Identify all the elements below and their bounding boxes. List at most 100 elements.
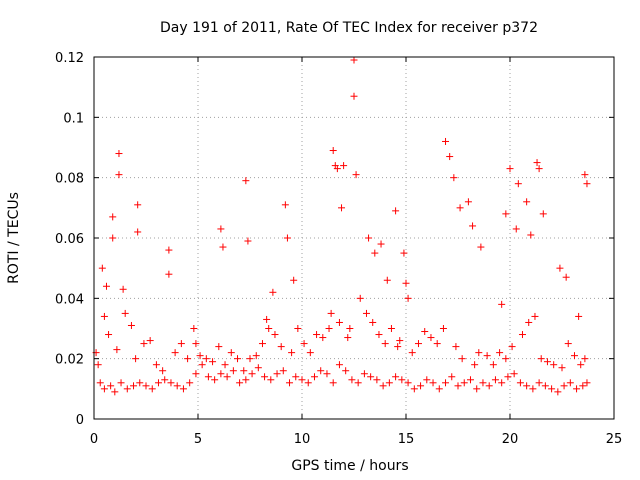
data-point xyxy=(127,321,135,329)
data-point xyxy=(265,325,273,332)
data-point xyxy=(498,379,506,387)
data-point xyxy=(373,376,381,384)
data-point xyxy=(583,180,591,188)
data-point xyxy=(248,370,256,378)
data-point xyxy=(94,361,102,369)
data-point xyxy=(132,355,140,363)
data-point xyxy=(527,231,535,239)
data-point xyxy=(179,385,187,393)
data-point xyxy=(242,177,250,185)
data-point xyxy=(450,174,458,182)
data-point xyxy=(196,352,204,360)
y-tick-label: 0 xyxy=(76,413,84,428)
data-point xyxy=(221,361,229,369)
data-point xyxy=(452,343,460,351)
data-point xyxy=(335,318,343,326)
data-point xyxy=(234,355,242,363)
x-axis-label: GPS time / hours xyxy=(291,458,408,474)
data-point xyxy=(100,312,108,320)
data-point xyxy=(556,264,564,272)
data-point xyxy=(117,379,125,387)
data-point xyxy=(541,382,549,390)
data-point xyxy=(377,240,385,248)
data-point xyxy=(562,273,570,281)
data-point xyxy=(554,388,562,396)
data-point xyxy=(535,165,543,173)
x-tick-label: 25 xyxy=(606,432,623,447)
data-point xyxy=(327,309,335,317)
data-point xyxy=(394,343,402,351)
data-point xyxy=(217,225,225,233)
data-point xyxy=(362,309,370,317)
data-point xyxy=(496,349,504,357)
data-point xyxy=(161,376,169,384)
data-point xyxy=(421,328,429,336)
data-point xyxy=(352,171,360,179)
x-tick-label: 20 xyxy=(502,432,519,447)
data-point xyxy=(105,331,113,339)
data-point xyxy=(404,379,412,387)
data-point xyxy=(288,349,296,357)
data-point xyxy=(286,379,294,387)
data-point xyxy=(483,352,491,360)
data-point xyxy=(246,355,254,363)
x-tick-label: 5 xyxy=(194,432,202,447)
data-point xyxy=(442,137,450,145)
data-point xyxy=(223,373,231,381)
data-point xyxy=(304,379,312,387)
data-point xyxy=(325,325,333,332)
data-point xyxy=(202,355,210,363)
data-point xyxy=(217,370,225,378)
data-point xyxy=(252,352,260,360)
data-point xyxy=(277,343,285,351)
data-point xyxy=(115,150,123,158)
data-point xyxy=(281,201,289,209)
data-point xyxy=(279,367,287,375)
data-point xyxy=(215,343,223,351)
data-point xyxy=(340,162,348,170)
data-point xyxy=(550,361,558,369)
data-point xyxy=(192,370,200,378)
data-point xyxy=(508,343,516,351)
data-point xyxy=(227,349,235,357)
data-point xyxy=(525,318,533,326)
data-point xyxy=(294,325,302,332)
data-point xyxy=(140,340,148,348)
data-point xyxy=(398,376,406,384)
data-point xyxy=(173,382,181,390)
data-point xyxy=(244,237,252,245)
data-point xyxy=(529,385,537,393)
data-point xyxy=(254,364,262,372)
data-point xyxy=(107,382,115,390)
chart-title: Day 191 of 2011, Rate Of TEC Index for r… xyxy=(160,20,538,36)
data-point xyxy=(435,385,443,393)
data-point xyxy=(329,379,337,387)
data-point xyxy=(514,180,522,188)
data-point xyxy=(109,213,117,221)
data-point xyxy=(469,222,477,230)
data-point xyxy=(454,382,462,390)
data-point xyxy=(564,340,572,348)
data-point xyxy=(219,243,227,251)
data-point xyxy=(385,379,393,387)
x-tick-label: 15 xyxy=(398,432,415,447)
data-point xyxy=(350,56,358,64)
data-point xyxy=(367,373,375,381)
data-point xyxy=(491,376,499,384)
data-point xyxy=(502,210,510,218)
data-point xyxy=(392,207,400,215)
data-point xyxy=(119,285,127,293)
data-point xyxy=(261,373,269,381)
data-point xyxy=(335,361,343,369)
data-point xyxy=(121,309,129,317)
data-point xyxy=(204,373,212,381)
data-point xyxy=(292,373,300,381)
data-point xyxy=(365,234,373,242)
data-point xyxy=(134,201,142,209)
data-point xyxy=(313,331,321,339)
data-point xyxy=(489,361,497,369)
data-point xyxy=(209,358,217,366)
data-point xyxy=(165,270,173,278)
data-point xyxy=(417,382,425,390)
data-point xyxy=(404,294,412,302)
